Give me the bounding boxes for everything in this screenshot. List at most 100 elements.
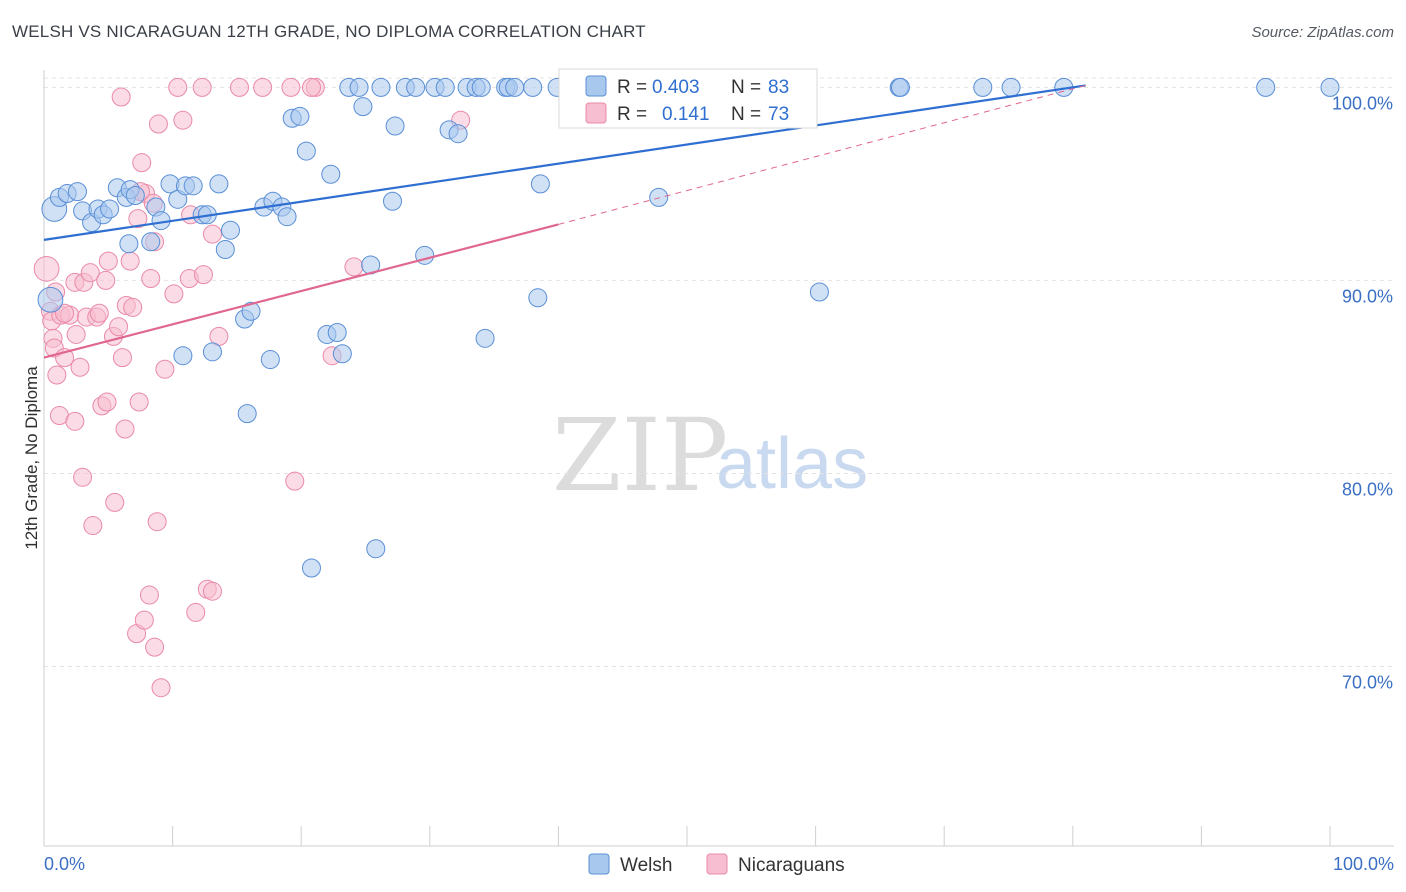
legend-nica-n-label: N = [731,104,761,125]
legend-welsh-r-label: R = [617,77,647,98]
welsh-point [327,323,347,343]
welsh-point [237,404,257,424]
nicaraguans-point [186,602,206,622]
axes [43,70,1394,847]
welsh-point [1001,77,1021,97]
grid-lines [44,77,1394,667]
y-tick-label-100: 100.0% [1332,93,1393,113]
welsh-point [406,77,426,97]
nicaraguans-point [115,419,135,439]
nicaraguans-point [132,153,152,173]
welsh-point [202,342,222,362]
welsh-point [528,288,548,308]
nicaraguans-point [139,585,159,605]
welsh-point [215,240,235,260]
x-tick-label-max: 100.0% [1333,854,1394,874]
nicaraguans-point [301,77,321,97]
y-tick-labels: 70.0% 80.0% 90.0% 100.0% [1332,93,1393,692]
welsh-point [183,176,203,196]
welsh-point [141,232,161,252]
welsh-trend-line [43,84,1086,241]
legend-welsh-n-value: 83 [768,77,789,98]
nicaraguans-point [281,77,301,97]
nicaraguans-point [285,471,305,491]
bottom-legend-swatch-welsh [588,853,610,875]
nicaraguans-point [164,284,184,304]
nicaraguans-point [229,77,249,97]
welsh-point [890,77,910,97]
welsh-point [332,344,352,364]
nicaraguans-point [66,324,86,344]
nicaraguans-point [65,411,85,431]
nicaraguans-point [105,492,125,512]
nicaraguans-point [129,392,149,412]
welsh-point [973,77,993,97]
nicaraguans-point [111,87,131,107]
welsh-point [349,77,369,97]
welsh-point [241,301,261,321]
source-credit: Source: ZipAtlas.com [1251,24,1394,41]
y-axis-label: 12th Grade, No Diploma [22,366,41,550]
welsh-point [220,220,240,240]
watermark-zip: ZIP [552,397,728,514]
welsh-point [100,199,120,219]
legend-welsh-r-value: 0.403 [652,77,700,98]
nicaraguans-point [120,251,140,271]
nicaraguans-point [109,317,129,337]
welsh-point [260,350,280,370]
legend-swatch-welsh [585,75,607,97]
welsh-point [321,164,341,184]
nicaraguans-point [80,263,100,283]
nicaraguans-point [55,303,75,323]
nicaraguans-point [96,270,116,290]
nicaraguans-point [173,110,193,130]
welsh-point [435,77,455,97]
nicaraguans-point [344,257,364,277]
nicaraguans-point [112,348,132,368]
welsh-point [523,77,543,97]
welsh-point [1256,77,1276,97]
welsh-point [119,234,139,254]
nicaraguans-point [33,255,60,282]
welsh-point [1320,77,1340,97]
welsh-point [530,174,550,194]
nicaraguans-point [141,268,161,288]
legend-swatch-nicaraguans [585,102,607,124]
welsh-point [448,124,468,144]
nicaraguans-point [134,610,154,630]
bottom-legend-swatch-nicaraguans [706,853,728,875]
welsh-point [67,182,87,202]
legend-box: R = 0.403 N = 83 R = 0.141 N = 73 [558,68,818,129]
nicaraguans-point [145,637,165,657]
y-tick-label-90: 90.0% [1342,286,1393,306]
welsh-point [649,187,669,207]
chart-title: WELSH VS NICARAGUAN 12TH GRADE, NO DIPLO… [12,22,646,41]
welsh-point [125,185,145,205]
welsh-point [475,328,495,348]
watermark-atlas: atlas [716,424,868,504]
welsh-point [290,106,310,126]
nicaraguans-point [147,512,167,532]
nicaraguans-point [151,678,171,698]
welsh-point [366,539,386,559]
y-tick-label-80: 80.0% [1342,479,1393,499]
nicaraguans-point [97,392,117,412]
nicaraguans-point [155,359,175,379]
welsh-point [471,77,491,97]
bottom-legend-nicaraguans: Nicaraguans [738,855,845,876]
welsh-point [277,207,297,227]
nicaraguans-point [98,251,118,271]
nicaraguans-trend-extension [558,84,1086,225]
nicaraguans-points [33,77,471,698]
x-tick-label-min: 0.0% [44,854,85,874]
nicaraguans-point [89,303,109,323]
welsh-point [37,286,64,313]
welsh-point [173,346,193,366]
welsh-point [301,558,321,578]
nicaraguans-point [128,209,148,229]
welsh-point [353,97,373,117]
nicaraguans-point [253,77,273,97]
nicaraguans-point [202,581,222,601]
welsh-point [809,282,829,302]
